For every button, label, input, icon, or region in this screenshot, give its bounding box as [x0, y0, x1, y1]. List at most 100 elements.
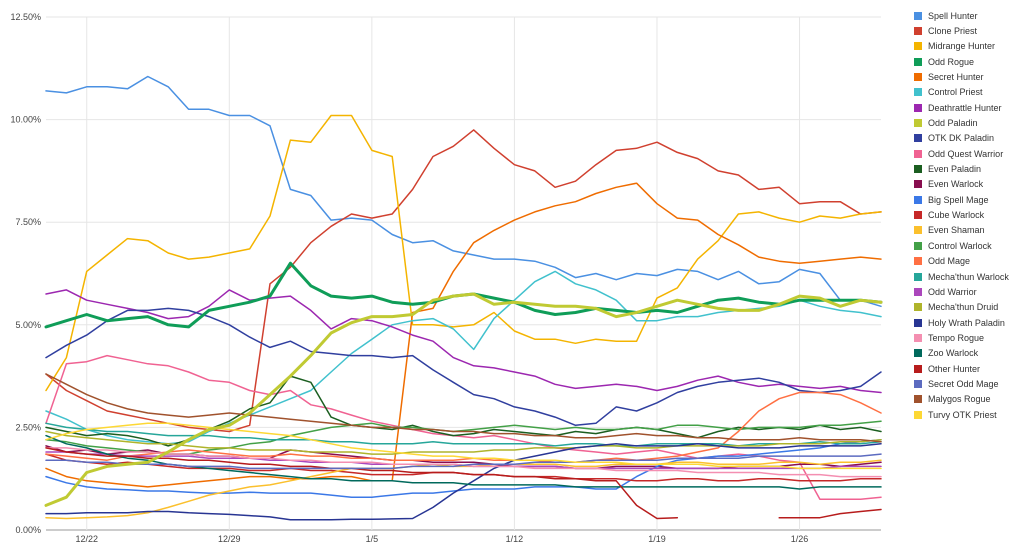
legend-item[interactable]: Big Spell Mage [914, 192, 1020, 207]
legend-label: Odd Mage [928, 256, 971, 267]
legend-swatch [914, 211, 922, 220]
legend-item[interactable]: Spell Hunter [914, 8, 1020, 23]
x-tick-label: 12/29 [218, 534, 241, 544]
chart-legend: Spell Hunter Clone Priest Midrange Hunter O… [914, 8, 1020, 422]
legend-swatch [914, 42, 922, 51]
legend-swatch [914, 88, 922, 97]
legend-item[interactable]: Malygos Rogue [914, 392, 1020, 407]
legend-item[interactable]: Mecha'thun Druid [914, 300, 1020, 315]
series-line-spell-hunter [45, 75, 882, 308]
legend-item[interactable]: Even Paladin [914, 161, 1020, 176]
legend-label: Big Spell Mage [928, 194, 989, 205]
legend-item[interactable]: Odd Paladin [914, 115, 1020, 130]
series-line-odd-quest-warrior [45, 354, 882, 500]
legend-label: Odd Warrior [928, 286, 977, 297]
legend-swatch [914, 226, 922, 235]
legend-swatch [914, 195, 922, 204]
series-line-holy-wrath-paladin [45, 443, 882, 521]
legend-label: Clone Priest [928, 26, 978, 37]
legend-item[interactable]: Tempo Rogue [914, 330, 1020, 345]
legend-item[interactable]: Even Shaman [914, 223, 1020, 238]
legend-label: Spell Hunter [928, 10, 978, 21]
legend-label: Secret Odd Mage [928, 378, 999, 389]
series-line-secret-odd-mage [45, 453, 882, 470]
legend-label: Turvy OTK Priest [928, 409, 997, 420]
legend-item[interactable]: Secret Hunter [914, 69, 1020, 84]
x-tick-label: 1/5 [366, 534, 379, 544]
legend-item[interactable]: Turvy OTK Priest [914, 407, 1020, 422]
legend-swatch [914, 364, 922, 373]
x-tick-label: 12/22 [75, 534, 98, 544]
legend-swatch [914, 395, 922, 404]
legend-item[interactable]: Secret Odd Mage [914, 376, 1020, 391]
legend-label: Mecha'thun Druid [928, 302, 999, 313]
y-tick-label: 2.50% [15, 422, 41, 432]
legend-label: Tempo Rogue [928, 332, 985, 343]
legend-swatch [914, 180, 922, 189]
legend-label: Secret Hunter [928, 72, 984, 83]
legend-swatch [914, 349, 922, 358]
legend-item[interactable]: Mecha'thun Warlock [914, 269, 1020, 284]
series-line-odd-mage [45, 391, 882, 464]
x-tick-label: 1/19 [648, 534, 666, 544]
legend-item[interactable]: Control Warlock [914, 238, 1020, 253]
series-line-midrange-hunter [45, 114, 882, 392]
legend-swatch [914, 410, 922, 419]
legend-label: Holy Wrath Paladin [928, 317, 1005, 328]
legend-swatch [914, 241, 922, 250]
legend-label: Mecha'thun Warlock [928, 271, 1009, 282]
series-line-big-spell-mage [45, 438, 882, 498]
series-line-mecha-thun-druid [45, 430, 882, 455]
legend-swatch [914, 287, 922, 296]
legend-swatch [914, 379, 922, 388]
legend-label: Other Hunter [928, 363, 981, 374]
legend-swatch [914, 27, 922, 36]
y-tick-label: 5.00% [15, 320, 41, 330]
legend-swatch [914, 73, 922, 82]
series-lines [44, 75, 883, 521]
y-tick-label: 0.00% [15, 525, 41, 535]
legend-item[interactable]: Holy Wrath Paladin [914, 315, 1020, 330]
legend-item[interactable]: Other Hunter [914, 361, 1020, 376]
series-line-malygos-rogue [45, 373, 882, 443]
legend-item[interactable]: Odd Warrior [914, 284, 1020, 299]
x-axis-tick-labels: 12/22 12/29 1/5 1/12 1/19 1/26 [75, 534, 808, 544]
legend-swatch [914, 119, 922, 128]
series-line-odd-paladin [44, 292, 883, 507]
grid-layer [46, 16, 881, 531]
x-tick-label: 1/12 [506, 534, 524, 544]
legend-item[interactable]: Cube Warlock [914, 207, 1020, 222]
series-line-other-hunter [45, 447, 882, 520]
series-line-control-priest [45, 270, 882, 445]
series-line-secret-hunter [45, 182, 882, 488]
legend-item[interactable]: Control Priest [914, 85, 1020, 100]
legend-label: Odd Rogue [928, 56, 975, 67]
legend-item[interactable]: Odd Rogue [914, 54, 1020, 69]
legend-item[interactable]: Odd Quest Warrior [914, 146, 1020, 161]
y-tick-label: 7.50% [15, 217, 41, 227]
legend-item[interactable]: OTK DK Paladin [914, 131, 1020, 146]
series-line-clone-priest [45, 129, 882, 433]
y-tick-label: 12.50% [10, 12, 41, 22]
legend-label: Cube Warlock [928, 210, 985, 221]
legend-label: Midrange Hunter [928, 41, 996, 52]
legend-swatch [914, 303, 922, 312]
series-line-otk-dk-paladin [45, 307, 882, 427]
legend-label: Malygos Rogue [928, 394, 991, 405]
legend-item[interactable]: Midrange Hunter [914, 39, 1020, 54]
legend-item[interactable]: Even Warlock [914, 177, 1020, 192]
legend-swatch [914, 103, 922, 112]
legend-label: Control Priest [928, 87, 983, 98]
legend-swatch [914, 11, 922, 20]
x-tick-label: 1/26 [791, 534, 809, 544]
legend-label: Control Warlock [928, 240, 992, 251]
legend-label: Even Shaman [928, 225, 985, 236]
legend-item[interactable]: Odd Mage [914, 254, 1020, 269]
legend-item[interactable]: Clone Priest [914, 23, 1020, 38]
legend-swatch [914, 257, 922, 266]
legend-item[interactable]: Zoo Warlock [914, 346, 1020, 361]
legend-item[interactable]: Deathrattle Hunter [914, 100, 1020, 115]
legend-swatch [914, 165, 922, 174]
legend-label: Deathrattle Hunter [928, 102, 1002, 113]
